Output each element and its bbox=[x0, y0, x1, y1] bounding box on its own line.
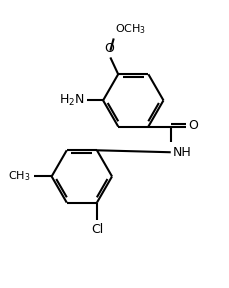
Text: CH$_3$: CH$_3$ bbox=[8, 170, 30, 183]
Text: O: O bbox=[187, 119, 197, 132]
Text: OCH$_3$: OCH$_3$ bbox=[114, 22, 145, 36]
Text: H$_2$N: H$_2$N bbox=[58, 93, 84, 108]
Text: NH: NH bbox=[172, 146, 191, 159]
Text: O: O bbox=[104, 42, 114, 55]
Text: Cl: Cl bbox=[90, 223, 103, 236]
